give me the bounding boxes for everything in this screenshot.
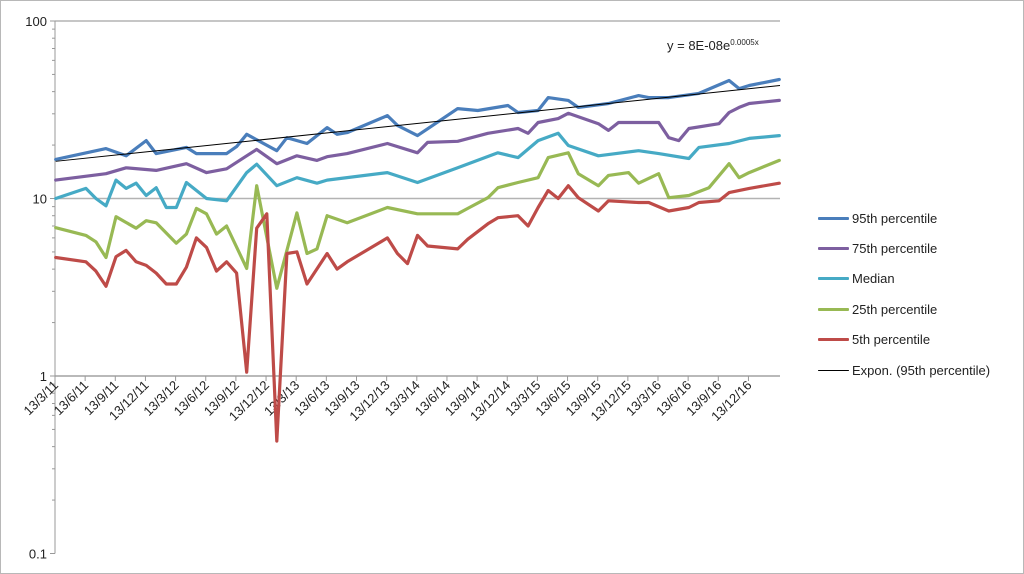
series-line-5th-percentile — [54, 181, 781, 443]
y-tick-label: 1 — [40, 369, 47, 384]
legend: 95th percentile 75th percentile Median 2… — [818, 203, 990, 385]
legend-item-5th: 5th percentile — [818, 325, 990, 355]
legend-item-trendline: Expon. (95th percentile) — [818, 355, 990, 385]
y-tick-label: 0.1 — [29, 547, 47, 562]
series-line-25th-percentile — [54, 151, 781, 290]
series-line-75th-percentile — [54, 98, 781, 182]
legend-label: Median — [852, 271, 895, 287]
legend-swatch — [818, 216, 849, 220]
legend-item-75th: 75th percentile — [818, 233, 990, 263]
y-tick-label: 100 — [25, 14, 47, 29]
legend-swatch — [818, 277, 849, 281]
legend-swatch — [818, 247, 849, 251]
series-line-median — [54, 131, 781, 210]
legend-label: 25th percentile — [852, 301, 938, 317]
legend-swatch — [818, 338, 849, 342]
trendline-equation-exponent: 0.0005x — [730, 38, 758, 47]
legend-swatch — [818, 369, 849, 371]
legend-label: Expon. (95th percentile) — [852, 362, 991, 378]
y-tick-label: 10 — [33, 192, 47, 207]
trendline-equation: y = 8E-08e0.0005x — [667, 38, 759, 53]
legend-item-median: Median — [818, 264, 990, 294]
legend-item-95th: 95th percentile — [818, 203, 990, 233]
trendline — [55, 85, 781, 162]
legend-swatch — [818, 307, 849, 311]
legend-label: 5th percentile — [852, 332, 931, 348]
legend-label: 95th percentile — [852, 210, 938, 226]
legend-item-25th: 25th percentile — [818, 294, 990, 324]
series-line-95th-percentile — [54, 77, 781, 161]
legend-label: 75th percentile — [852, 241, 938, 257]
